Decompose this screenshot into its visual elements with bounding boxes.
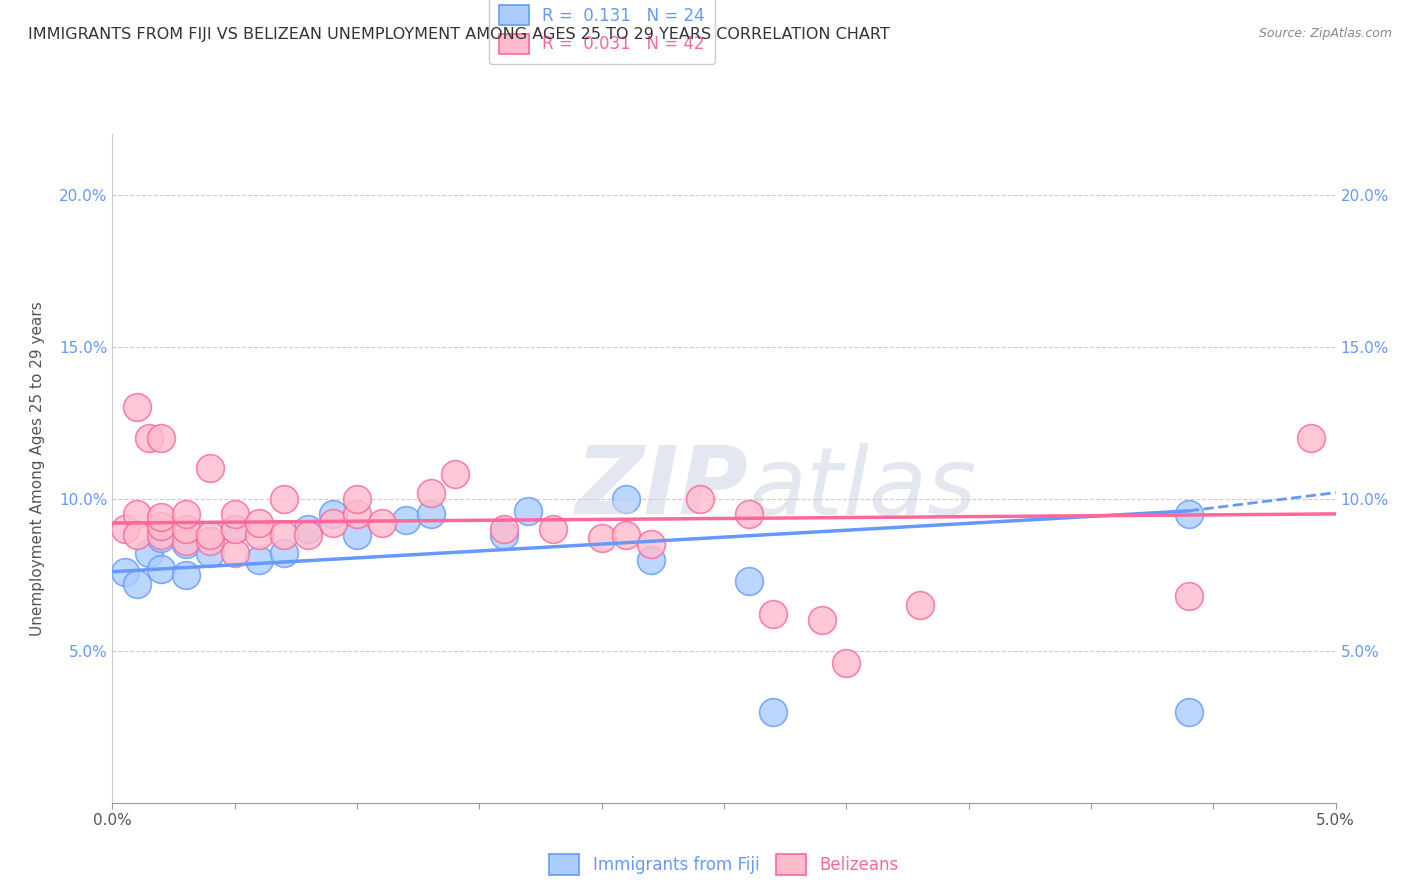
Point [125, 577, 148, 591]
Point [614, 491, 637, 506]
Point [200, 461, 222, 475]
Point [200, 546, 222, 560]
Point [322, 507, 344, 521]
Point [640, 552, 662, 566]
Point [395, 513, 418, 527]
Point [114, 522, 136, 536]
Point [297, 522, 319, 536]
Point [811, 613, 834, 627]
Point [640, 537, 662, 551]
Point [737, 574, 759, 588]
Point [150, 528, 173, 542]
Point [762, 607, 785, 622]
Point [138, 431, 160, 445]
Point [150, 510, 173, 524]
Point [322, 516, 344, 530]
Point [125, 528, 148, 542]
Point [273, 528, 295, 542]
Point [419, 507, 441, 521]
Point [689, 491, 711, 506]
Point [444, 467, 467, 482]
Point [762, 705, 785, 719]
Point [737, 507, 759, 521]
Point [224, 546, 246, 560]
Legend: Immigrants from Fiji, Belizeans: Immigrants from Fiji, Belizeans [543, 847, 905, 881]
Point [247, 552, 270, 566]
Point [150, 562, 173, 576]
Point [492, 522, 515, 536]
Point [224, 507, 246, 521]
Point [273, 546, 295, 560]
Point [297, 528, 319, 542]
Text: atlas: atlas [748, 442, 977, 534]
Point [1178, 589, 1201, 603]
Point [541, 522, 564, 536]
Point [1178, 705, 1201, 719]
Point [125, 507, 148, 521]
Y-axis label: Unemployment Among Ages 25 to 29 years: Unemployment Among Ages 25 to 29 years [31, 301, 45, 636]
Point [150, 431, 173, 445]
Point [591, 531, 613, 545]
Point [419, 485, 441, 500]
Point [174, 507, 197, 521]
Point [1178, 507, 1201, 521]
Point [517, 504, 540, 518]
Point [247, 516, 270, 530]
Point [492, 528, 515, 542]
Point [346, 507, 368, 521]
Point [247, 528, 270, 542]
Point [174, 567, 197, 582]
Text: IMMIGRANTS FROM FIJI VS BELIZEAN UNEMPLOYMENT AMONG AGES 25 TO 29 YEARS CORRELAT: IMMIGRANTS FROM FIJI VS BELIZEAN UNEMPLO… [28, 27, 890, 42]
Point [273, 491, 295, 506]
Point [150, 531, 173, 545]
Text: ZIP: ZIP [575, 442, 748, 534]
Point [174, 522, 197, 536]
Point [200, 534, 222, 549]
Point [150, 519, 173, 533]
Point [1301, 431, 1323, 445]
Point [138, 546, 160, 560]
Point [114, 565, 136, 579]
Point [346, 528, 368, 542]
Point [908, 598, 931, 612]
Point [174, 537, 197, 551]
Text: Source: ZipAtlas.com: Source: ZipAtlas.com [1258, 27, 1392, 40]
Point [224, 522, 246, 536]
Point [614, 528, 637, 542]
Point [200, 528, 222, 542]
Point [370, 516, 392, 530]
Point [346, 491, 368, 506]
Point [174, 534, 197, 549]
Point [835, 656, 858, 670]
Point [224, 522, 246, 536]
Point [125, 401, 148, 415]
